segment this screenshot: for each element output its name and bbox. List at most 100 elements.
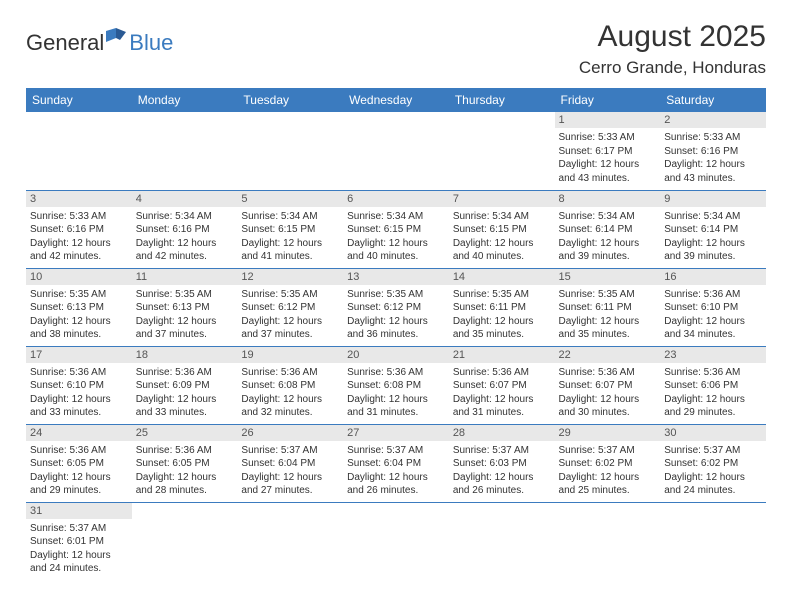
day-header-cell: Friday	[555, 88, 661, 112]
sunrise-line: Sunrise: 5:36 AM	[241, 366, 339, 380]
sunrise-line: Sunrise: 5:34 AM	[136, 210, 234, 224]
day-number: 21	[449, 347, 555, 363]
day-cell	[132, 112, 238, 190]
day-cell: 30Sunrise: 5:37 AMSunset: 6:02 PMDayligh…	[660, 424, 766, 502]
sunset-line: Sunset: 6:07 PM	[559, 379, 657, 393]
daylight-line: Daylight: 12 hours and 34 minutes.	[664, 315, 762, 342]
day-content: Sunrise: 5:33 AMSunset: 6:16 PMDaylight:…	[26, 207, 132, 268]
day-cell: 11Sunrise: 5:35 AMSunset: 6:13 PMDayligh…	[132, 268, 238, 346]
day-number: 13	[343, 269, 449, 285]
daylight-line: Daylight: 12 hours and 41 minutes.	[241, 237, 339, 264]
brand-text-general: General	[26, 30, 104, 56]
day-header-cell: Monday	[132, 88, 238, 112]
day-number: 19	[237, 347, 343, 363]
calendar-week-row: 3Sunrise: 5:33 AMSunset: 6:16 PMDaylight…	[26, 190, 766, 268]
sunrise-line: Sunrise: 5:35 AM	[136, 288, 234, 302]
daylight-line: Daylight: 12 hours and 36 minutes.	[347, 315, 445, 342]
daylight-line: Daylight: 12 hours and 39 minutes.	[664, 237, 762, 264]
sunset-line: Sunset: 6:13 PM	[136, 301, 234, 315]
day-cell: 31Sunrise: 5:37 AMSunset: 6:01 PMDayligh…	[26, 502, 132, 580]
sunrise-line: Sunrise: 5:35 AM	[453, 288, 551, 302]
day-header-cell: Wednesday	[343, 88, 449, 112]
day-content: Sunrise: 5:34 AMSunset: 6:14 PMDaylight:…	[660, 207, 766, 268]
day-content: Sunrise: 5:33 AMSunset: 6:16 PMDaylight:…	[660, 128, 766, 189]
sunset-line: Sunset: 6:15 PM	[347, 223, 445, 237]
day-content: Sunrise: 5:36 AMSunset: 6:06 PMDaylight:…	[660, 363, 766, 424]
sunset-line: Sunset: 6:14 PM	[664, 223, 762, 237]
day-content: Sunrise: 5:33 AMSunset: 6:17 PMDaylight:…	[555, 128, 661, 189]
day-number: 30	[660, 425, 766, 441]
daylight-line: Daylight: 12 hours and 37 minutes.	[241, 315, 339, 342]
sunrise-line: Sunrise: 5:37 AM	[30, 522, 128, 536]
sunrise-line: Sunrise: 5:37 AM	[241, 444, 339, 458]
daylight-line: Daylight: 12 hours and 32 minutes.	[241, 393, 339, 420]
sunrise-line: Sunrise: 5:36 AM	[347, 366, 445, 380]
sunset-line: Sunset: 6:08 PM	[241, 379, 339, 393]
calendar-week-row: 10Sunrise: 5:35 AMSunset: 6:13 PMDayligh…	[26, 268, 766, 346]
daylight-line: Daylight: 12 hours and 24 minutes.	[664, 471, 762, 498]
sunrise-line: Sunrise: 5:37 AM	[664, 444, 762, 458]
sunrise-line: Sunrise: 5:36 AM	[664, 366, 762, 380]
day-number: 29	[555, 425, 661, 441]
sunrise-line: Sunrise: 5:35 AM	[241, 288, 339, 302]
sunrise-line: Sunrise: 5:34 AM	[559, 210, 657, 224]
day-header-cell: Sunday	[26, 88, 132, 112]
day-cell: 18Sunrise: 5:36 AMSunset: 6:09 PMDayligh…	[132, 346, 238, 424]
day-cell: 22Sunrise: 5:36 AMSunset: 6:07 PMDayligh…	[555, 346, 661, 424]
daylight-line: Daylight: 12 hours and 26 minutes.	[453, 471, 551, 498]
calendar-week-row: 31Sunrise: 5:37 AMSunset: 6:01 PMDayligh…	[26, 502, 766, 580]
day-cell: 7Sunrise: 5:34 AMSunset: 6:15 PMDaylight…	[449, 190, 555, 268]
day-cell: 10Sunrise: 5:35 AMSunset: 6:13 PMDayligh…	[26, 268, 132, 346]
sunrise-line: Sunrise: 5:33 AM	[664, 131, 762, 145]
daylight-line: Daylight: 12 hours and 31 minutes.	[453, 393, 551, 420]
day-cell	[343, 112, 449, 190]
sunrise-line: Sunrise: 5:35 AM	[559, 288, 657, 302]
calendar-head: SundayMondayTuesdayWednesdayThursdayFrid…	[26, 88, 766, 112]
daylight-line: Daylight: 12 hours and 28 minutes.	[136, 471, 234, 498]
calendar-body: 1Sunrise: 5:33 AMSunset: 6:17 PMDaylight…	[26, 112, 766, 580]
daylight-line: Daylight: 12 hours and 33 minutes.	[30, 393, 128, 420]
daylight-line: Daylight: 12 hours and 35 minutes.	[453, 315, 551, 342]
day-cell: 21Sunrise: 5:36 AMSunset: 6:07 PMDayligh…	[449, 346, 555, 424]
day-cell: 13Sunrise: 5:35 AMSunset: 6:12 PMDayligh…	[343, 268, 449, 346]
day-content: Sunrise: 5:36 AMSunset: 6:10 PMDaylight:…	[660, 285, 766, 346]
sunset-line: Sunset: 6:02 PM	[664, 457, 762, 471]
day-cell: 1Sunrise: 5:33 AMSunset: 6:17 PMDaylight…	[555, 112, 661, 190]
day-number: 27	[343, 425, 449, 441]
sunset-line: Sunset: 6:05 PM	[136, 457, 234, 471]
brand-logo: General Blue	[26, 28, 173, 57]
day-content: Sunrise: 5:37 AMSunset: 6:02 PMDaylight:…	[660, 441, 766, 502]
day-number: 25	[132, 425, 238, 441]
day-cell: 27Sunrise: 5:37 AMSunset: 6:04 PMDayligh…	[343, 424, 449, 502]
day-cell	[660, 502, 766, 580]
day-number: 3	[26, 191, 132, 207]
day-cell	[26, 112, 132, 190]
day-number: 28	[449, 425, 555, 441]
day-content: Sunrise: 5:34 AMSunset: 6:15 PMDaylight:…	[237, 207, 343, 268]
daylight-line: Daylight: 12 hours and 40 minutes.	[347, 237, 445, 264]
sunrise-line: Sunrise: 5:36 AM	[136, 444, 234, 458]
day-cell	[449, 502, 555, 580]
day-cell: 2Sunrise: 5:33 AMSunset: 6:16 PMDaylight…	[660, 112, 766, 190]
flag-icon	[106, 28, 128, 49]
daylight-line: Daylight: 12 hours and 25 minutes.	[559, 471, 657, 498]
sunset-line: Sunset: 6:11 PM	[559, 301, 657, 315]
day-number: 20	[343, 347, 449, 363]
sunset-line: Sunset: 6:12 PM	[241, 301, 339, 315]
day-cell	[343, 502, 449, 580]
day-number: 5	[237, 191, 343, 207]
daylight-line: Daylight: 12 hours and 42 minutes.	[30, 237, 128, 264]
brand-text-blue: Blue	[129, 30, 173, 56]
page-header: General Blue August 2025 Cerro Grande, H…	[26, 20, 766, 78]
day-number: 26	[237, 425, 343, 441]
sunset-line: Sunset: 6:15 PM	[453, 223, 551, 237]
sunrise-line: Sunrise: 5:33 AM	[559, 131, 657, 145]
day-content: Sunrise: 5:36 AMSunset: 6:09 PMDaylight:…	[132, 363, 238, 424]
daylight-line: Daylight: 12 hours and 43 minutes.	[664, 158, 762, 185]
daylight-line: Daylight: 12 hours and 24 minutes.	[30, 549, 128, 576]
calendar-week-row: 24Sunrise: 5:36 AMSunset: 6:05 PMDayligh…	[26, 424, 766, 502]
daylight-line: Daylight: 12 hours and 40 minutes.	[453, 237, 551, 264]
location-subtitle: Cerro Grande, Honduras	[579, 58, 766, 78]
day-cell	[237, 112, 343, 190]
day-number: 15	[555, 269, 661, 285]
